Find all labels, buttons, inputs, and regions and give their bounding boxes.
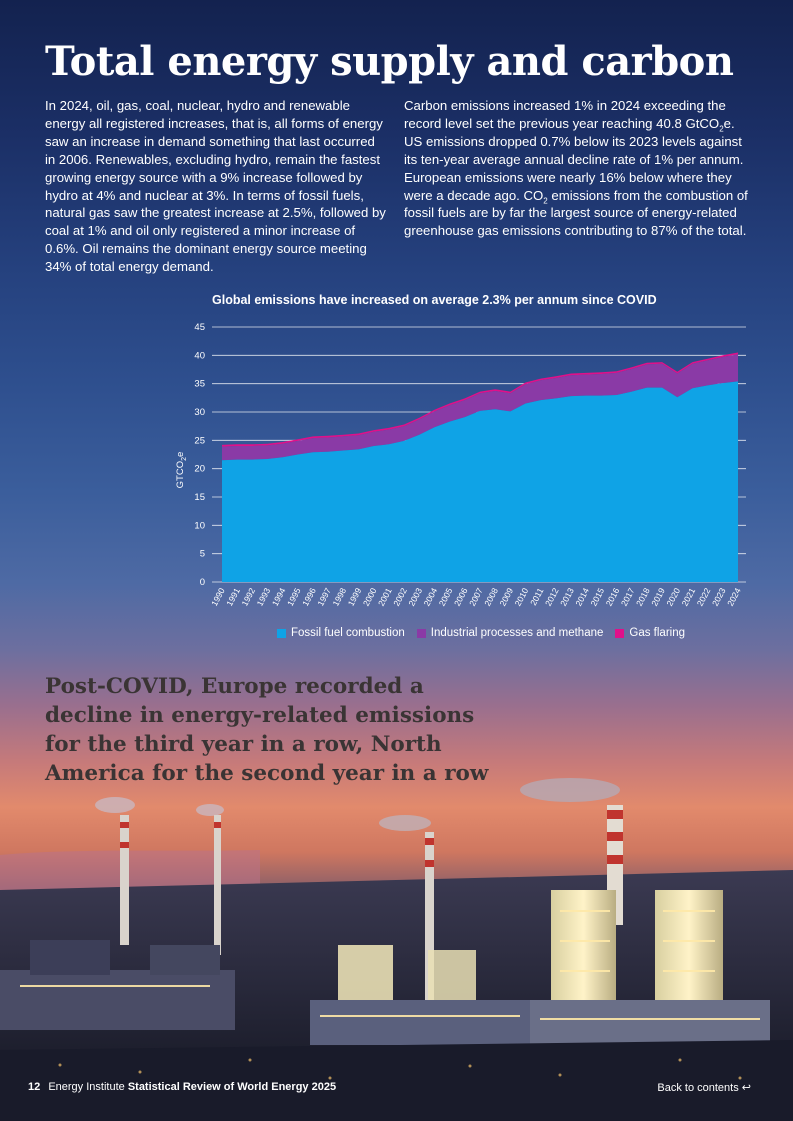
intro-right-column: Carbon emissions increased 1% in 2024 ex… bbox=[404, 97, 749, 240]
y-tick-label: 15 bbox=[194, 492, 205, 503]
x-tick-label: 1999 bbox=[346, 586, 364, 608]
legend-label-fossil: Fossil fuel combustion bbox=[291, 627, 405, 639]
y-axis-label-tail: e bbox=[175, 452, 186, 457]
legend-swatch-fossil bbox=[277, 628, 286, 638]
x-tick-label: 2014 bbox=[573, 586, 591, 608]
subscript-2: 2 bbox=[719, 124, 724, 134]
y-tick-label: 20 bbox=[194, 464, 205, 475]
x-tick-label: 2005 bbox=[437, 586, 455, 608]
legend-item-flaring: Gas flaring bbox=[615, 627, 685, 639]
x-tick-label: 2024 bbox=[725, 586, 743, 608]
x-tick-label: 1994 bbox=[270, 586, 288, 608]
pull-quote: Post-COVID, Europe recorded a decline in… bbox=[45, 674, 489, 786]
x-tick-label: 1990 bbox=[209, 586, 227, 608]
x-tick-label: 1995 bbox=[285, 586, 303, 608]
y-axis-ticks: 0 5 10 15 20 25 30 35 40 45 bbox=[194, 322, 205, 588]
footer-report-name: Statistical Review of World Energy 2025 bbox=[127, 1081, 337, 1093]
y-tick-label: 45 bbox=[194, 322, 205, 333]
x-tick-label: 2022 bbox=[695, 586, 713, 608]
y-tick-label: 25 bbox=[194, 435, 205, 446]
y-tick-label: 35 bbox=[194, 379, 205, 390]
x-tick-label: 1997 bbox=[315, 586, 333, 608]
x-tick-label: 2008 bbox=[482, 586, 500, 608]
y-axis-label-main: GTCO bbox=[175, 461, 186, 488]
power-plant-photo bbox=[0, 778, 793, 1121]
x-tick-label: 2003 bbox=[406, 586, 424, 608]
x-tick-label: 2002 bbox=[391, 586, 409, 608]
page-number: 12 bbox=[28, 1081, 41, 1093]
x-tick-label: 2004 bbox=[422, 586, 440, 608]
x-tick-label: 2021 bbox=[680, 586, 698, 608]
x-tick-label: 2000 bbox=[361, 586, 379, 608]
area-fossil-fuel-combustion bbox=[222, 381, 738, 582]
x-tick-label: 1998 bbox=[330, 586, 348, 608]
x-tick-label: 2023 bbox=[710, 586, 728, 608]
right-text-part-2: e. US emissions dropped 0.7% below its 2… bbox=[404, 115, 744, 203]
x-tick-label: 2007 bbox=[467, 586, 485, 608]
y-tick-label: 40 bbox=[194, 350, 205, 361]
x-axis-ticks: 1990199119921993199419951996199719981999… bbox=[209, 586, 743, 608]
legend-label-flaring: Gas flaring bbox=[629, 627, 685, 639]
x-tick-label: 1991 bbox=[224, 586, 242, 608]
right-text-part-1: Carbon emissions increased 1% in 2024 ex… bbox=[404, 98, 726, 131]
x-tick-label: 2001 bbox=[376, 586, 394, 608]
x-tick-label: 2019 bbox=[649, 586, 667, 608]
y-tick-label: 5 bbox=[200, 549, 205, 560]
area-industrial-processes-and-methane bbox=[222, 354, 738, 461]
x-tick-label: 2015 bbox=[588, 586, 606, 608]
y-axis-label-sub: 2 bbox=[181, 457, 188, 461]
legend-swatch-flaring bbox=[615, 628, 625, 638]
page-title: Total energy supply and carbon bbox=[45, 38, 734, 85]
y-axis-label: GTCO2e bbox=[175, 452, 188, 489]
x-tick-label: 1993 bbox=[255, 586, 273, 608]
y-tick-label: 30 bbox=[194, 407, 205, 418]
chart-title: Global emissions have increased on avera… bbox=[212, 293, 657, 307]
back-to-contents-link[interactable]: Back to contents ↩ bbox=[657, 1081, 751, 1094]
return-arrow-icon: ↩ bbox=[741, 1082, 751, 1094]
legend-label-industrial: Industrial processes and methane bbox=[430, 627, 604, 639]
x-tick-label: 2009 bbox=[497, 586, 515, 608]
x-tick-label: 2010 bbox=[513, 586, 531, 608]
back-link-label: Back to contents bbox=[657, 1082, 739, 1094]
x-tick-label: 2020 bbox=[664, 586, 682, 608]
right-text-part-3: emissions from the combustion of fossil … bbox=[404, 187, 748, 239]
x-tick-label: 2006 bbox=[452, 586, 470, 608]
subscript-2: 2 bbox=[543, 196, 548, 206]
y-tick-label: 10 bbox=[194, 520, 205, 531]
footer-org: Energy Institute bbox=[48, 1081, 125, 1093]
x-tick-label: 2018 bbox=[634, 586, 652, 608]
chart-legend: Fossil fuel combustion Industrial proces… bbox=[277, 627, 685, 639]
intro-left-column: In 2024, oil, gas, coal, nuclear, hydro … bbox=[45, 98, 386, 275]
page-footer: 12 Energy Institute Statistical Review o… bbox=[28, 1081, 336, 1093]
legend-item-fossil: Fossil fuel combustion bbox=[277, 627, 405, 639]
legend-swatch-industrial bbox=[416, 628, 426, 638]
x-tick-label: 1992 bbox=[239, 586, 257, 608]
x-tick-label: 2013 bbox=[558, 586, 576, 608]
x-tick-label: 2012 bbox=[543, 586, 561, 608]
x-tick-label: 2016 bbox=[604, 586, 622, 608]
chart-areas bbox=[222, 352, 738, 582]
legend-item-industrial: Industrial processes and methane bbox=[416, 627, 604, 639]
y-tick-label: 0 bbox=[200, 577, 205, 588]
x-tick-label: 2017 bbox=[619, 586, 637, 608]
x-tick-label: 1996 bbox=[300, 586, 318, 608]
